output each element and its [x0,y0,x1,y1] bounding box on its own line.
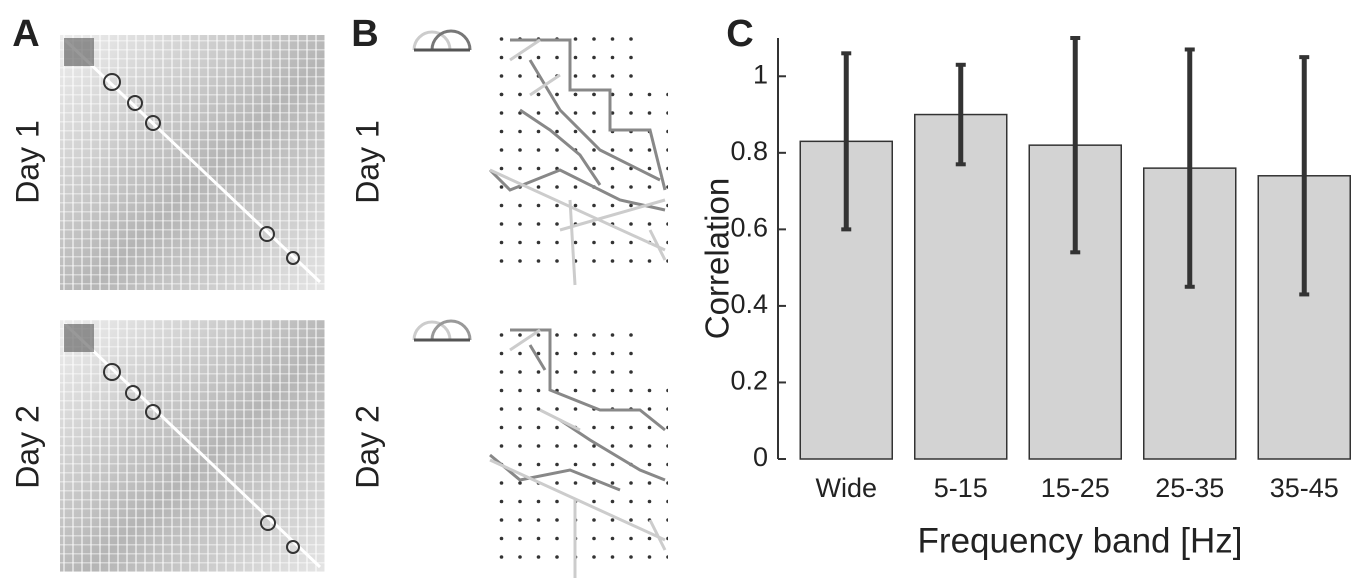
y-tick-label: 0.8 [730,136,768,166]
row-label: Day 2 [9,405,45,489]
network [412,29,668,286]
matrix [60,320,325,572]
panel-label: A [12,13,39,55]
x-tick-label: 5-15 [934,473,988,503]
y-tick-label: 0.6 [730,212,768,242]
network [412,319,668,578]
y-tick-label: 0.4 [730,289,768,319]
panel-label: B [351,13,378,55]
panel-label: C [726,13,753,55]
y-tick-label: 0.2 [730,366,768,396]
row-label: Day 1 [9,120,45,204]
x-tick-label: 25-35 [1155,473,1224,503]
matrix [60,35,325,290]
y-tick-label: 0 [753,442,768,472]
y-tick-label: 1 [753,59,768,89]
x-tick-label: 35-45 [1270,473,1339,503]
x-axis-label: Frequency band [Hz] [918,521,1243,560]
x-tick-label: 15-25 [1041,473,1110,503]
bar [914,113,1008,460]
x-tick-label: Wide [815,473,877,503]
row-label: Day 2 [349,405,385,489]
y-axis-label: Correlation [699,178,736,339]
row-label: Day 1 [349,120,385,204]
